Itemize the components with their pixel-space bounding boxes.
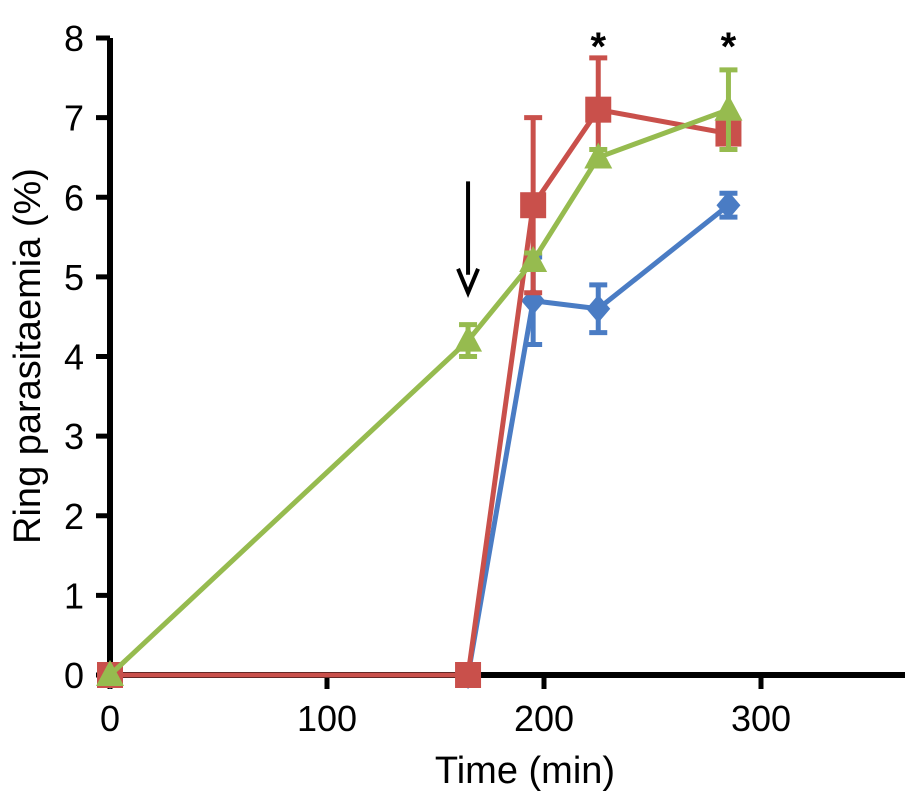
data-point — [455, 662, 482, 688]
y-tick-label: 1 — [64, 575, 84, 616]
data-point — [716, 191, 741, 220]
significance-asterisk: * — [590, 25, 606, 69]
annotations: * * — [456, 25, 737, 298]
y-tick-label: 0 — [64, 655, 84, 696]
y-tick-label: 3 — [64, 416, 84, 457]
x-tick-label: 300 — [731, 698, 791, 739]
y-tick-label: 6 — [64, 177, 84, 218]
data-point — [714, 94, 743, 121]
x-tick-label: 200 — [514, 698, 574, 739]
data-point — [454, 325, 483, 352]
series-line — [108, 107, 730, 677]
x-tick-label: 0 — [100, 698, 120, 739]
ticks: 0 1 2 3 4 5 6 7 8 0 100 200 300 — [64, 18, 791, 739]
data-point — [585, 96, 612, 123]
data-point — [96, 660, 124, 686]
y-tick-label: 5 — [64, 257, 84, 298]
y-tick-label: 8 — [64, 18, 84, 59]
series-line — [110, 203, 731, 678]
significance-asterisk: * — [721, 25, 737, 69]
y-tick-label: 7 — [64, 98, 84, 139]
series-3 — [96, 67, 743, 686]
y-tick-label: 2 — [64, 496, 84, 537]
arrow-head — [456, 268, 480, 298]
x-axis-title: Time (min) — [435, 750, 615, 792]
data-point — [584, 142, 613, 169]
data-point — [586, 294, 611, 323]
y-axis-title: Ring parasitaemia (%) — [7, 168, 49, 544]
series-1 — [98, 190, 741, 689]
x-tick-label: 100 — [297, 698, 357, 739]
series-layer — [96, 55, 743, 689]
data-point — [519, 245, 548, 272]
data-point — [520, 192, 547, 219]
y-tick-label: 4 — [64, 337, 84, 378]
axes — [107, 38, 905, 678]
